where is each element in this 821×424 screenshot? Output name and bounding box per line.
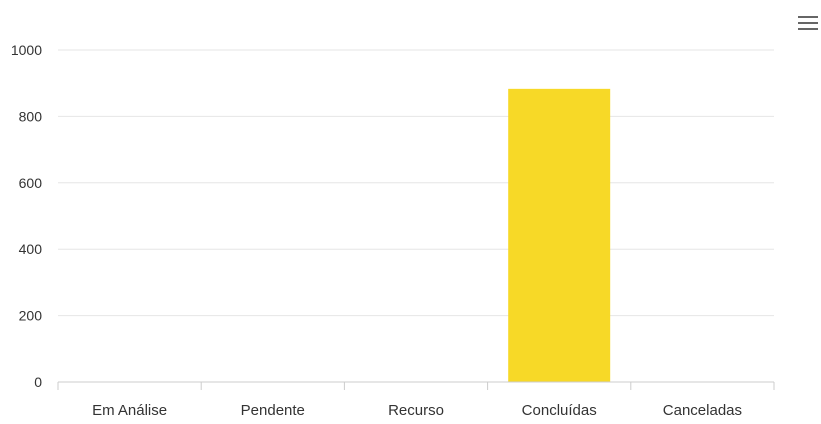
chart-menu-button[interactable]: [796, 16, 820, 34]
x-tick-label: Recurso: [388, 402, 444, 419]
x-tick-label: Concluídas: [522, 402, 597, 419]
y-tick-label: 400: [19, 241, 43, 257]
gridlines: [58, 49, 774, 317]
x-axis-tick-labels: Em Análise Pendente Recurso Concluídas Cance…: [92, 402, 742, 419]
y-tick-label: 1000: [11, 42, 42, 58]
bar-3[interactable]: [508, 88, 611, 383]
hamburger-menu-icon-line: [798, 28, 818, 30]
bars: [508, 88, 611, 383]
hamburger-menu-icon-line: [798, 22, 818, 24]
y-tick-label: 600: [19, 175, 43, 191]
x-tick-label: Em Análise: [92, 402, 167, 419]
x-tick-label: Canceladas: [663, 402, 742, 419]
x-axis: [57, 381, 775, 390]
y-tick-label: 0: [34, 374, 42, 390]
hamburger-menu-icon: [798, 16, 818, 18]
y-tick-label: 200: [19, 308, 43, 324]
y-axis-tick-labels: 0 200 400 600 800 1000: [11, 42, 42, 390]
y-tick-label: 800: [19, 108, 43, 124]
x-tick-label: Pendente: [241, 402, 305, 419]
